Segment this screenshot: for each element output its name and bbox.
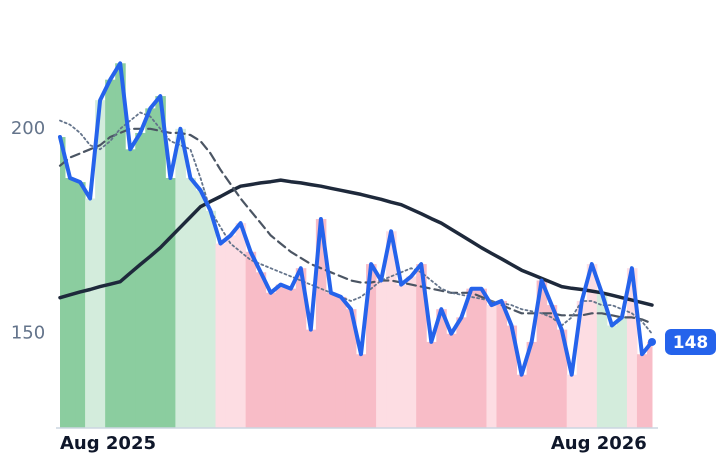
regime-band xyxy=(205,210,217,428)
regime-band xyxy=(85,198,96,428)
regime-band xyxy=(265,292,277,428)
regime-band xyxy=(496,300,508,428)
regime-band xyxy=(305,329,317,428)
regime-band xyxy=(175,128,186,428)
regime-band xyxy=(75,182,86,428)
regime-band xyxy=(215,243,227,428)
regime-band xyxy=(366,264,377,428)
series-line xyxy=(58,178,654,307)
series-line xyxy=(58,127,654,325)
regime-band xyxy=(606,325,618,428)
regime-band xyxy=(245,251,257,428)
regime-band xyxy=(486,305,497,428)
regime-band xyxy=(586,264,598,428)
regime-band xyxy=(546,305,558,428)
regime-band xyxy=(416,264,427,428)
regime-band xyxy=(526,341,538,428)
regime-band xyxy=(295,268,307,428)
regime-band xyxy=(536,280,548,428)
regime-band xyxy=(335,296,347,428)
regime-band xyxy=(345,309,357,428)
regime-band xyxy=(125,149,136,429)
regime-band xyxy=(135,132,146,429)
y-tick-label: 150 xyxy=(11,323,45,344)
regime-band xyxy=(235,223,247,428)
series-line xyxy=(58,61,654,377)
regime-band xyxy=(636,354,648,428)
y-tick-label: 200 xyxy=(11,118,45,139)
regime-band xyxy=(115,63,126,429)
regime-band xyxy=(145,108,156,429)
regime-band xyxy=(315,219,327,428)
regime-band xyxy=(446,333,457,428)
regime-band xyxy=(476,288,487,428)
regime-band xyxy=(105,79,116,429)
regime-band xyxy=(426,341,437,428)
regime-band xyxy=(65,178,76,428)
regime-band xyxy=(436,309,447,428)
regime-band xyxy=(556,329,568,428)
regime-band xyxy=(275,284,287,428)
value-badge xyxy=(665,328,716,355)
regime-band xyxy=(626,268,638,428)
x-tick-label: Aug 2026 xyxy=(551,433,647,454)
regime-band xyxy=(285,288,297,428)
regime-band xyxy=(466,288,477,428)
regime-band xyxy=(406,276,417,428)
regime-band xyxy=(396,284,407,428)
regime-band xyxy=(185,178,196,428)
x-tick-label: Aug 2025 xyxy=(60,433,156,454)
regime-band xyxy=(616,317,628,428)
regime-band xyxy=(376,280,387,428)
regime-band xyxy=(325,292,337,428)
value-badge-label: 148 xyxy=(673,333,709,353)
regime-band xyxy=(356,354,367,428)
regime-band xyxy=(155,96,166,428)
regime-band xyxy=(386,231,397,428)
last-point xyxy=(648,337,656,346)
regime-band xyxy=(225,235,237,428)
series-line xyxy=(59,111,653,335)
regime-band xyxy=(516,374,528,428)
regime-band xyxy=(566,374,578,428)
regime-band xyxy=(195,190,206,428)
regime-band xyxy=(506,325,518,428)
regime-band xyxy=(576,300,588,428)
regime-band xyxy=(255,272,267,428)
regime-band xyxy=(60,137,66,428)
regime-band xyxy=(456,317,467,428)
regime-band xyxy=(165,178,176,428)
regime-band xyxy=(646,341,653,428)
regime-band xyxy=(596,292,608,428)
regime-band xyxy=(95,100,106,428)
